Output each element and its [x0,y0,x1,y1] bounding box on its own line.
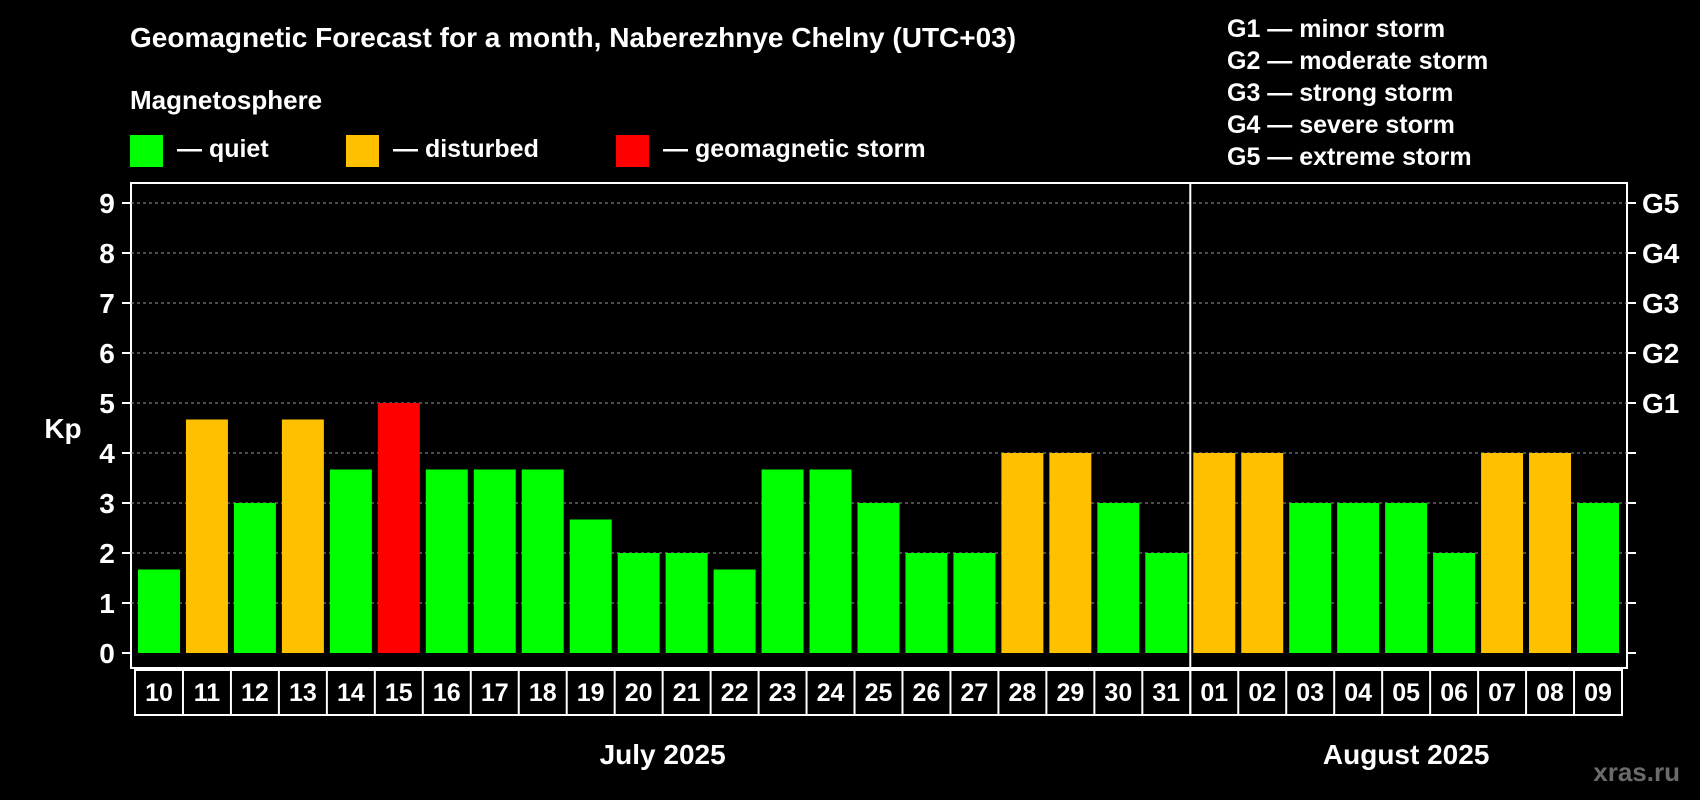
storm-scale-item: G2 — moderate storm [1227,47,1488,75]
date-label-11: 11 [194,679,221,707]
chart-title: Geomagnetic Forecast for a month, Nabere… [130,22,1016,53]
y-tick-label: 8 [99,238,115,269]
bar-16 [425,469,468,653]
bar-13 [281,419,324,653]
g-scale-label: G5 [1642,188,1679,219]
bar-17 [473,469,516,653]
date-label-06: 06 [1440,679,1468,707]
bar-19 [569,519,612,653]
y-tick-label: 3 [99,488,115,519]
legend-swatch-quiet [130,135,163,167]
date-label-16: 16 [433,679,461,707]
y-tick-label: 6 [99,338,115,369]
date-row-frame [134,669,1623,716]
bar-20 [617,553,660,653]
bar-22 [713,569,756,653]
date-label-13: 13 [289,679,317,707]
date-label-24: 24 [817,679,845,707]
bar-06 [1433,553,1476,653]
y-axis-label: Kp [44,413,81,444]
y-tick-label: 2 [99,538,115,569]
date-label-21: 21 [673,679,701,707]
bar-08 [1529,453,1572,653]
bar-12 [233,503,276,653]
storm-scale-item: G4 — severe storm [1227,111,1455,139]
bar-25 [857,503,900,653]
g-scale-label: G4 [1642,238,1680,269]
g-scale-label: G3 [1642,288,1679,319]
bar-28 [1001,453,1044,653]
legend-swatch-disturbed [346,135,379,167]
bar-18 [521,469,564,653]
date-label-22: 22 [721,679,749,707]
y-tick-label: 0 [99,638,115,669]
bar-14 [329,469,372,653]
bar-26 [905,553,948,653]
bar-02 [1241,453,1284,653]
storm-scale-item: G1 — minor storm [1227,15,1445,43]
date-label-18: 18 [529,679,557,707]
bar-21 [665,553,708,653]
date-label-20: 20 [625,679,653,707]
date-label-30: 30 [1104,679,1132,707]
bar-10 [138,569,180,653]
bar-01 [1193,453,1236,653]
date-label-15: 15 [385,679,413,707]
bar-04 [1337,503,1380,653]
bar-23 [761,469,804,653]
storm-scale-item: G5 — extreme storm [1227,143,1472,171]
date-label-19: 19 [577,679,605,707]
bar-31 [1145,553,1188,653]
date-label-12: 12 [241,679,269,707]
date-label-23: 23 [769,679,797,707]
date-label-07: 07 [1488,679,1516,707]
legend-label-quiet: — quiet [177,135,269,163]
date-label-27: 27 [961,679,989,707]
bar-03 [1289,503,1332,653]
g-scale-label: G2 [1642,338,1679,369]
bar-09 [1577,503,1619,653]
date-label-10: 10 [145,679,173,707]
y-tick-label: 9 [99,188,115,219]
bar-15 [377,403,420,653]
y-tick-label: 7 [99,288,115,319]
watermark: xras.ru [1593,757,1680,787]
date-label-04: 04 [1344,679,1372,707]
legend-label-storm: — geomagnetic storm [663,135,926,163]
plot-frame [130,182,1628,669]
y-tick-label: 5 [99,388,115,419]
legend-title: Magnetosphere [130,85,322,115]
legend-swatch-storm [616,135,649,167]
month-label: August 2025 [1323,739,1490,770]
bar-11 [185,419,228,653]
date-label-09: 09 [1584,679,1612,707]
date-label-05: 05 [1392,679,1420,707]
date-label-25: 25 [865,679,893,707]
bar-27 [953,553,996,653]
month-label: July 2025 [600,739,726,770]
legend-label-disturbed: — disturbed [393,135,539,163]
date-label-28: 28 [1008,679,1036,707]
date-label-01: 01 [1200,679,1228,707]
bar-29 [1049,453,1092,653]
bar-07 [1481,453,1524,653]
bar-30 [1097,503,1140,653]
date-label-08: 08 [1536,679,1564,707]
storm-scale-item: G3 — strong storm [1227,79,1453,107]
date-label-31: 31 [1152,679,1180,707]
date-label-14: 14 [337,679,365,707]
g-scale-label: G1 [1642,388,1679,419]
date-label-29: 29 [1056,679,1084,707]
y-tick-label: 4 [99,438,115,469]
date-label-26: 26 [913,679,941,707]
bar-05 [1385,503,1428,653]
bar-24 [809,469,852,653]
date-label-17: 17 [481,679,509,707]
date-label-03: 03 [1296,679,1324,707]
y-tick-label: 1 [99,588,115,619]
date-label-02: 02 [1248,679,1276,707]
